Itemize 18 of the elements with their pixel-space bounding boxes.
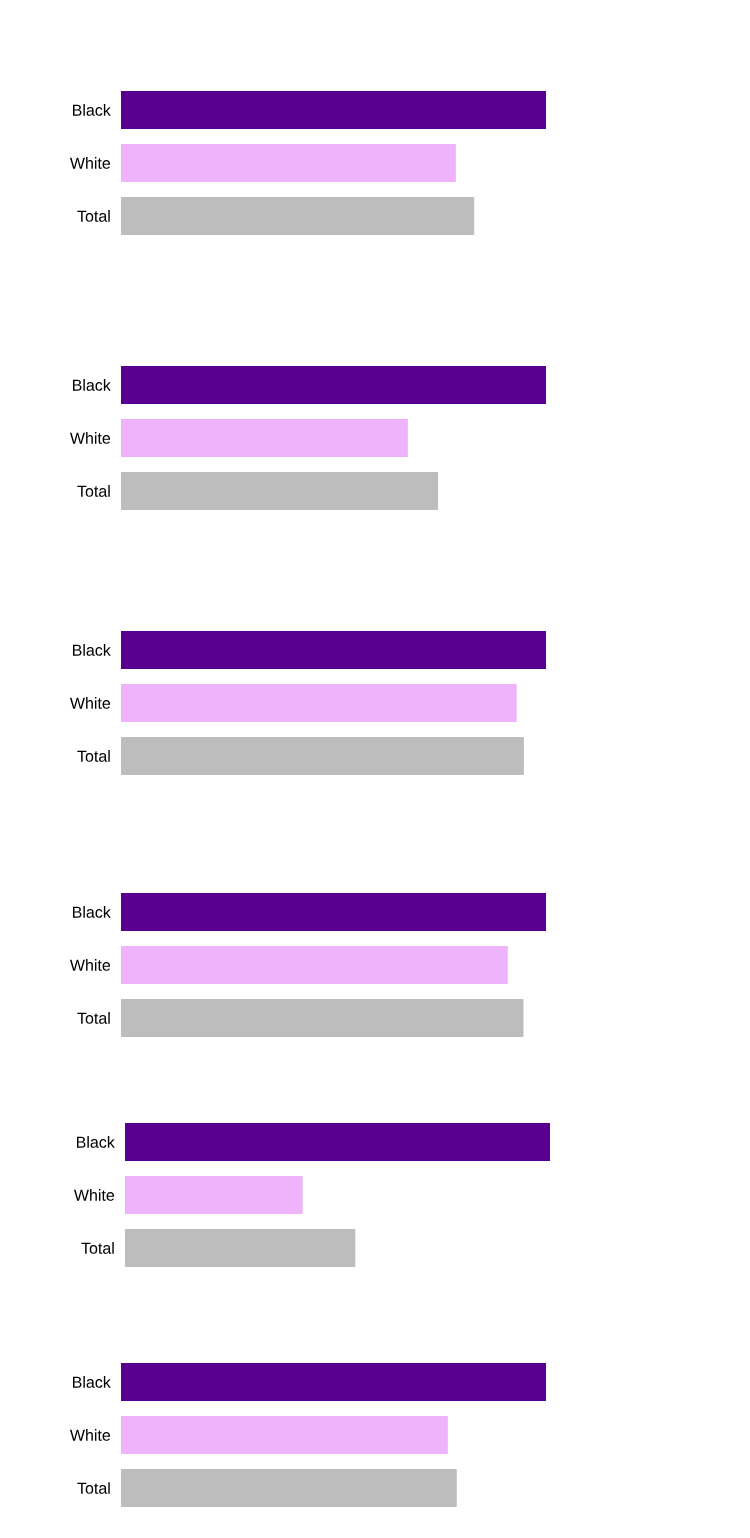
y-tick-label: Total xyxy=(81,1242,114,1254)
y-tick-label: Total xyxy=(77,485,110,497)
y-tick-label: Total xyxy=(77,1012,110,1024)
y-tick-label: Total xyxy=(77,750,110,762)
y-tick-label: White xyxy=(73,1189,115,1201)
y-tick-label: Black xyxy=(72,644,111,656)
y-tick-label: Total xyxy=(77,1482,110,1494)
y-tick-label: Black xyxy=(72,379,111,391)
y-tick-label: Black xyxy=(72,1376,111,1388)
y-tick-label: Black xyxy=(76,1136,115,1148)
y-tick-label: White xyxy=(69,697,111,709)
y-tick-label: Black xyxy=(72,104,111,116)
y-tick-label: White xyxy=(69,157,111,169)
y-tick-label: Black xyxy=(72,906,111,918)
y-tick-label: White xyxy=(69,959,111,971)
y-tick-label: White xyxy=(69,432,111,444)
y-tick-label: Total xyxy=(77,210,110,222)
y-tick-label: White xyxy=(69,1429,111,1441)
